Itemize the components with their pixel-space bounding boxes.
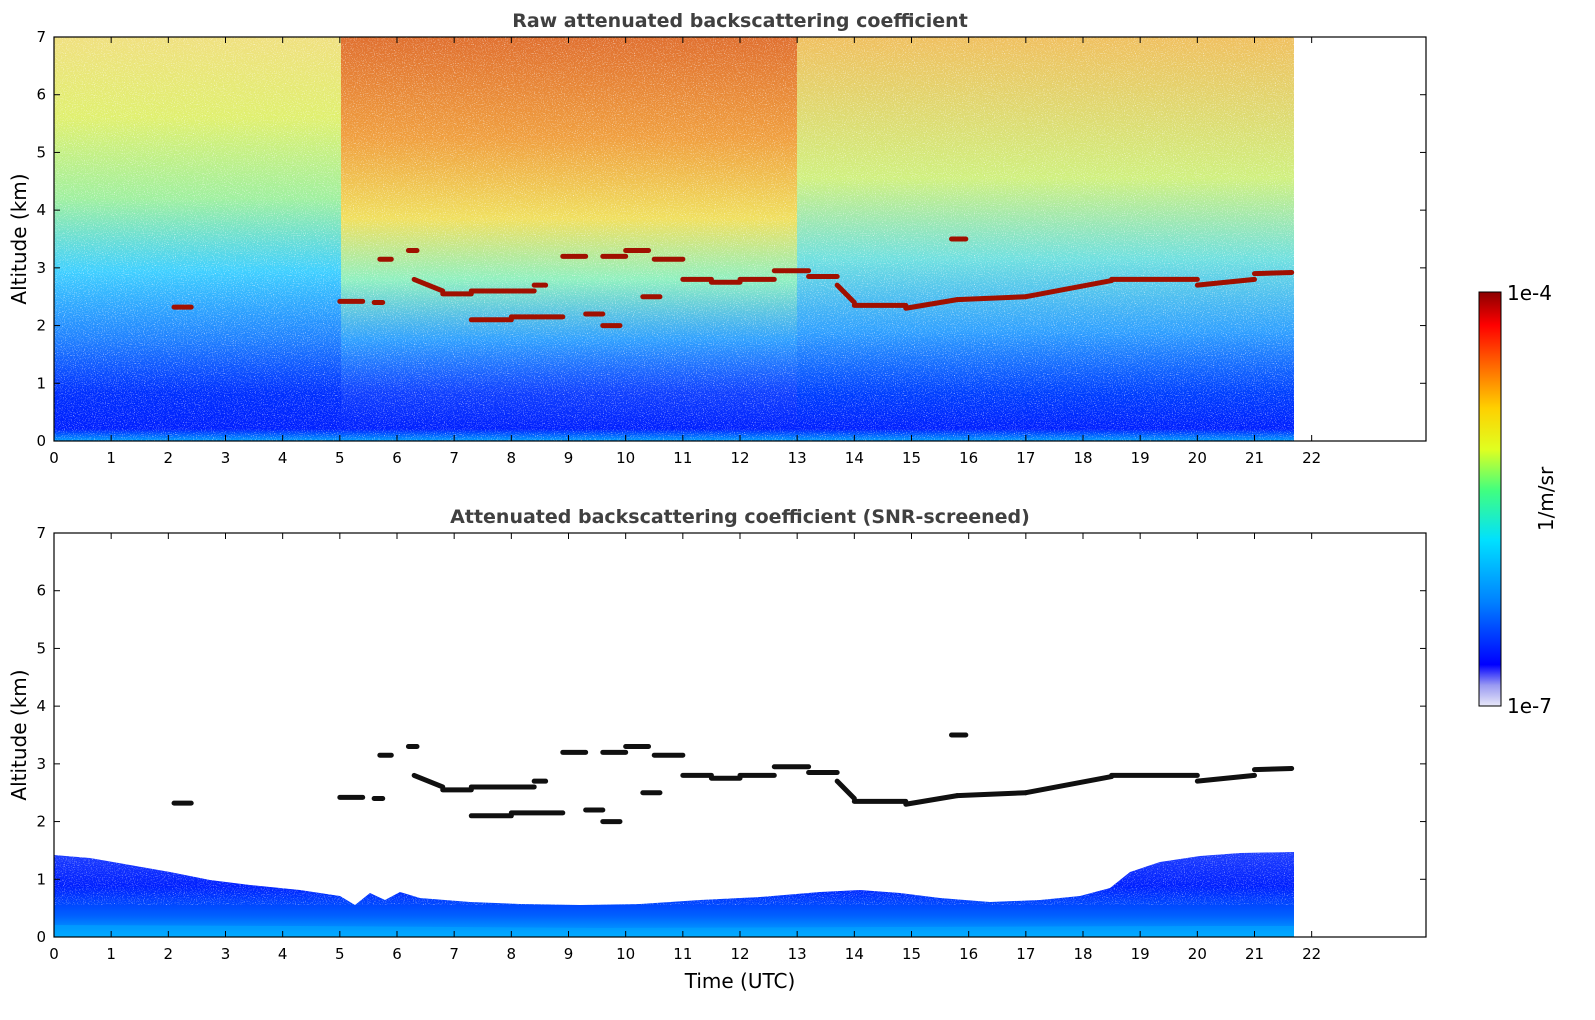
x-tick-label: 15 — [902, 945, 921, 963]
cloud-layer — [1252, 765, 1295, 773]
cloud-layer — [411, 772, 446, 790]
x-tick-label: 17 — [1016, 449, 1035, 467]
cloud-layer — [954, 790, 1029, 799]
y-tick-label: 6 — [36, 86, 46, 104]
y-tick-label: 5 — [36, 639, 46, 657]
panel2-backscatter-field — [54, 732, 1295, 937]
panel2-boundary-layer — [54, 852, 1294, 937]
y-tick-label: 3 — [36, 755, 46, 773]
panel1-noise-speckle — [54, 37, 1294, 441]
y-tick-label: 0 — [36, 432, 46, 450]
x-tick-label: 22 — [1302, 449, 1321, 467]
y-tick-label: 3 — [36, 259, 46, 277]
x-tick-label: 8 — [507, 449, 517, 467]
colorbar-min-label: 1e-7 — [1507, 694, 1552, 718]
panel1-backscatter-field — [54, 37, 1295, 441]
x-tick-label: 1 — [106, 449, 116, 467]
panel2-ylabel: Altitude (km) — [7, 669, 31, 800]
x-tick-label: 11 — [673, 945, 692, 963]
panel2-surface-layer — [54, 925, 1294, 937]
cloud-layer — [834, 282, 857, 305]
colorbar-max-label: 1e-4 — [1507, 281, 1552, 305]
panel1-ylabel: Altitude (km) — [7, 173, 31, 304]
panel2-ticks: 0 1 2 3 4 5 6 7 8 9 10 11 12 13 14 15 16 17 18 19 20 21 220123… — [36, 524, 1426, 963]
panel1-title: Raw attenuated backscattering coefficien… — [512, 10, 968, 32]
x-tick-label: 4 — [278, 449, 288, 467]
y-tick-label: 7 — [36, 28, 46, 46]
x-tick-label: 15 — [902, 449, 921, 467]
x-tick-label: 12 — [730, 945, 749, 963]
x-tick-label: 1 — [106, 945, 116, 963]
cloud-layer — [1194, 772, 1257, 784]
cloud-layer — [1252, 269, 1295, 277]
x-tick-label: 17 — [1016, 945, 1035, 963]
panel1-ticks: 0 1 2 3 4 5 6 7 8 9 10 11 12 13 14 15 16 17 18 19 20 21 220123… — [36, 28, 1426, 467]
y-tick-label: 1 — [36, 374, 46, 392]
y-tick-label: 4 — [36, 697, 46, 715]
y-tick-label: 7 — [36, 524, 46, 542]
x-tick-label: 14 — [845, 449, 864, 467]
panel1-cloud-layers — [171, 236, 1295, 329]
y-tick-label: 5 — [36, 143, 46, 161]
x-tick-label: 0 — [49, 945, 59, 963]
y-tick-label: 0 — [36, 928, 46, 946]
panel2-cloud-layers — [171, 732, 1295, 825]
x-tick-label: 14 — [845, 945, 864, 963]
y-tick-label: 4 — [36, 201, 46, 219]
y-tick-label: 6 — [36, 582, 46, 600]
x-tick-label: 13 — [788, 945, 807, 963]
cloud-layer — [954, 294, 1029, 303]
y-tick-label: 1 — [36, 870, 46, 888]
x-tick-label: 19 — [1131, 449, 1150, 467]
x-tick-label: 11 — [673, 449, 692, 467]
x-tick-label: 3 — [221, 449, 231, 467]
x-tick-label: 10 — [616, 449, 635, 467]
x-tick-label: 6 — [392, 449, 402, 467]
x-tick-label: 20 — [1188, 449, 1207, 467]
x-tick-label: 2 — [164, 449, 174, 467]
x-tick-label: 7 — [449, 449, 459, 467]
x-tick-label: 8 — [507, 945, 517, 963]
y-tick-label: 2 — [36, 813, 46, 831]
x-tick-label: 21 — [1245, 945, 1264, 963]
x-tick-label: 7 — [449, 945, 459, 963]
panel2-noise-mask — [54, 845, 1294, 905]
panel2-xlabel: Time (UTC) — [684, 969, 796, 993]
cloud-layer — [1023, 774, 1115, 796]
cloud-layer — [1023, 278, 1115, 300]
x-tick-label: 21 — [1245, 449, 1264, 467]
colorbar — [1478, 291, 1502, 707]
x-tick-label: 20 — [1188, 945, 1207, 963]
x-tick-label: 19 — [1131, 945, 1150, 963]
cloud-layer — [903, 793, 960, 807]
x-tick-label: 2 — [164, 945, 174, 963]
x-tick-label: 9 — [564, 449, 574, 467]
cloud-layer — [1194, 276, 1257, 288]
x-tick-label: 16 — [959, 945, 978, 963]
x-tick-label: 5 — [335, 945, 345, 963]
x-tick-label: 13 — [788, 449, 807, 467]
x-tick-label: 16 — [959, 449, 978, 467]
x-tick-label: 9 — [564, 945, 574, 963]
cloud-layer — [411, 276, 446, 294]
y-tick-label: 2 — [36, 317, 46, 335]
x-tick-label: 22 — [1302, 945, 1321, 963]
x-tick-label: 12 — [730, 449, 749, 467]
panel2-title: Attenuated backscattering coefficient (S… — [450, 506, 1030, 528]
x-tick-label: 3 — [221, 945, 231, 963]
x-tick-label: 18 — [1073, 449, 1092, 467]
x-tick-label: 4 — [278, 945, 288, 963]
x-tick-label: 0 — [49, 449, 59, 467]
x-tick-label: 18 — [1073, 945, 1092, 963]
x-tick-label: 6 — [392, 945, 402, 963]
cloud-layer — [903, 297, 960, 311]
x-tick-label: 10 — [616, 945, 635, 963]
colorbar-unit-label: 1/m/sr — [1534, 466, 1558, 531]
x-tick-label: 5 — [335, 449, 345, 467]
cloud-layer — [834, 778, 857, 801]
